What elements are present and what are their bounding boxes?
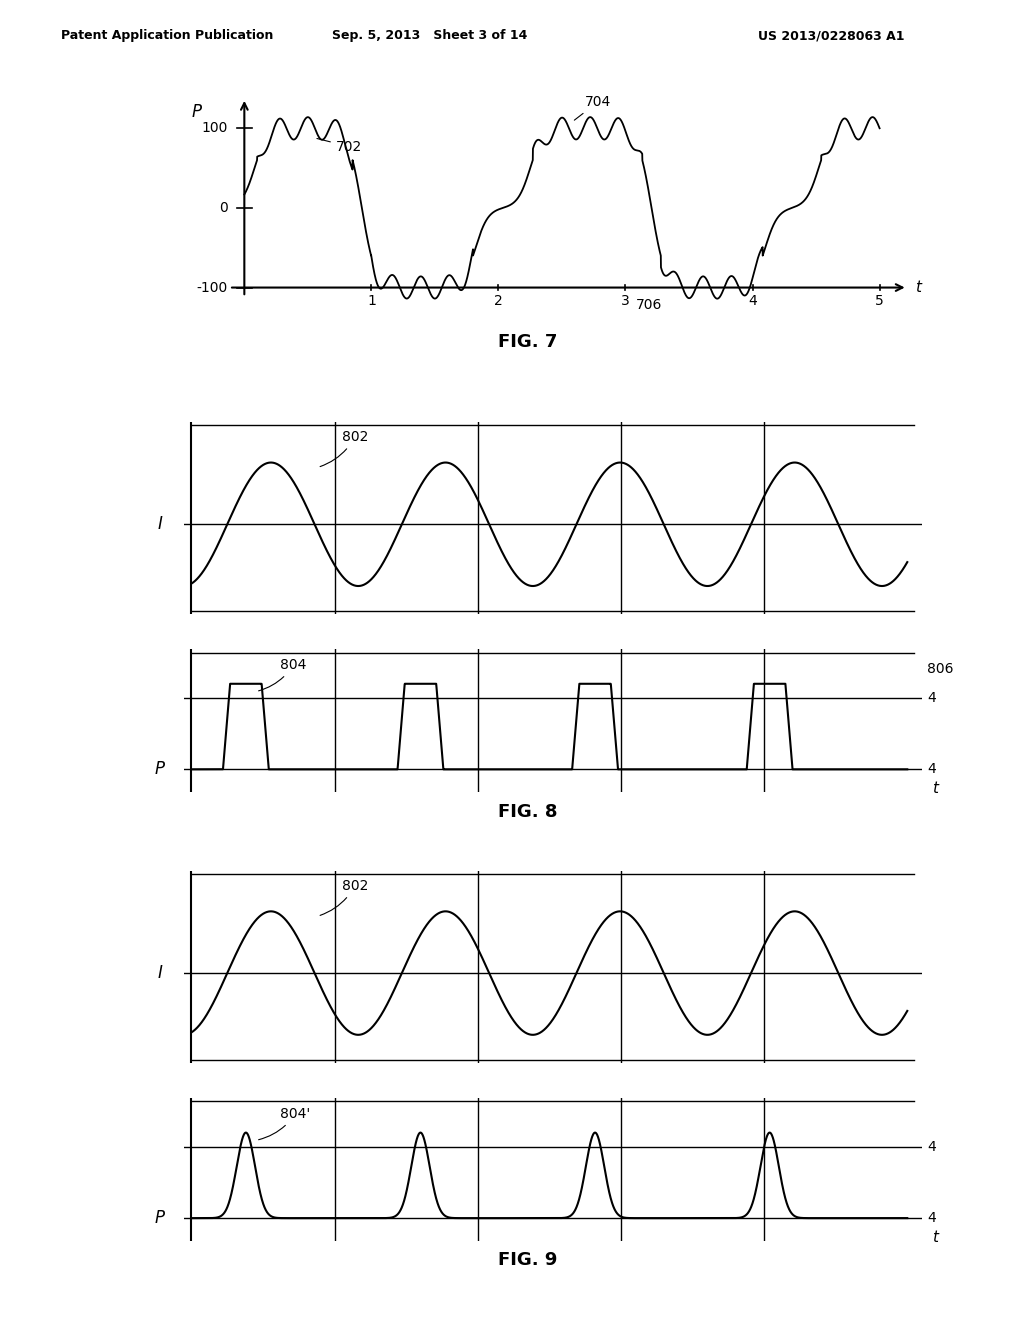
Text: 4: 4 [928, 763, 936, 776]
Text: 4: 4 [928, 1212, 936, 1225]
Text: 806: 806 [928, 661, 953, 676]
Text: 1: 1 [367, 294, 376, 308]
Text: 704: 704 [574, 95, 611, 120]
Text: t: t [932, 781, 938, 796]
Text: 4: 4 [928, 692, 936, 705]
Text: FIG. 8: FIG. 8 [498, 803, 557, 821]
Text: P: P [155, 760, 165, 779]
Text: I: I [158, 515, 163, 533]
Text: t: t [932, 1230, 938, 1245]
Text: 4: 4 [928, 1140, 936, 1154]
Text: Patent Application Publication: Patent Application Publication [61, 29, 273, 42]
Text: I: I [158, 964, 163, 982]
Text: FIG. 9: FIG. 9 [498, 1251, 557, 1270]
Text: 706: 706 [636, 298, 663, 312]
Text: FIG. 7: FIG. 7 [498, 333, 557, 351]
Text: 2: 2 [494, 294, 503, 308]
Text: 0: 0 [219, 201, 227, 215]
Text: 804': 804' [259, 1106, 310, 1139]
Text: 4: 4 [749, 294, 757, 308]
Text: 702: 702 [316, 139, 362, 153]
Text: P: P [155, 1209, 165, 1228]
Text: -100: -100 [197, 281, 227, 294]
Text: t: t [915, 280, 922, 296]
Text: 5: 5 [876, 294, 884, 308]
Text: 802: 802 [321, 879, 369, 915]
Text: US 2013/0228063 A1: US 2013/0228063 A1 [758, 29, 904, 42]
Text: 100: 100 [202, 121, 227, 135]
Text: 804: 804 [259, 657, 306, 690]
Text: P: P [191, 103, 201, 121]
Text: 802: 802 [321, 430, 369, 466]
Text: 3: 3 [622, 294, 630, 308]
Text: Sep. 5, 2013   Sheet 3 of 14: Sep. 5, 2013 Sheet 3 of 14 [333, 29, 527, 42]
